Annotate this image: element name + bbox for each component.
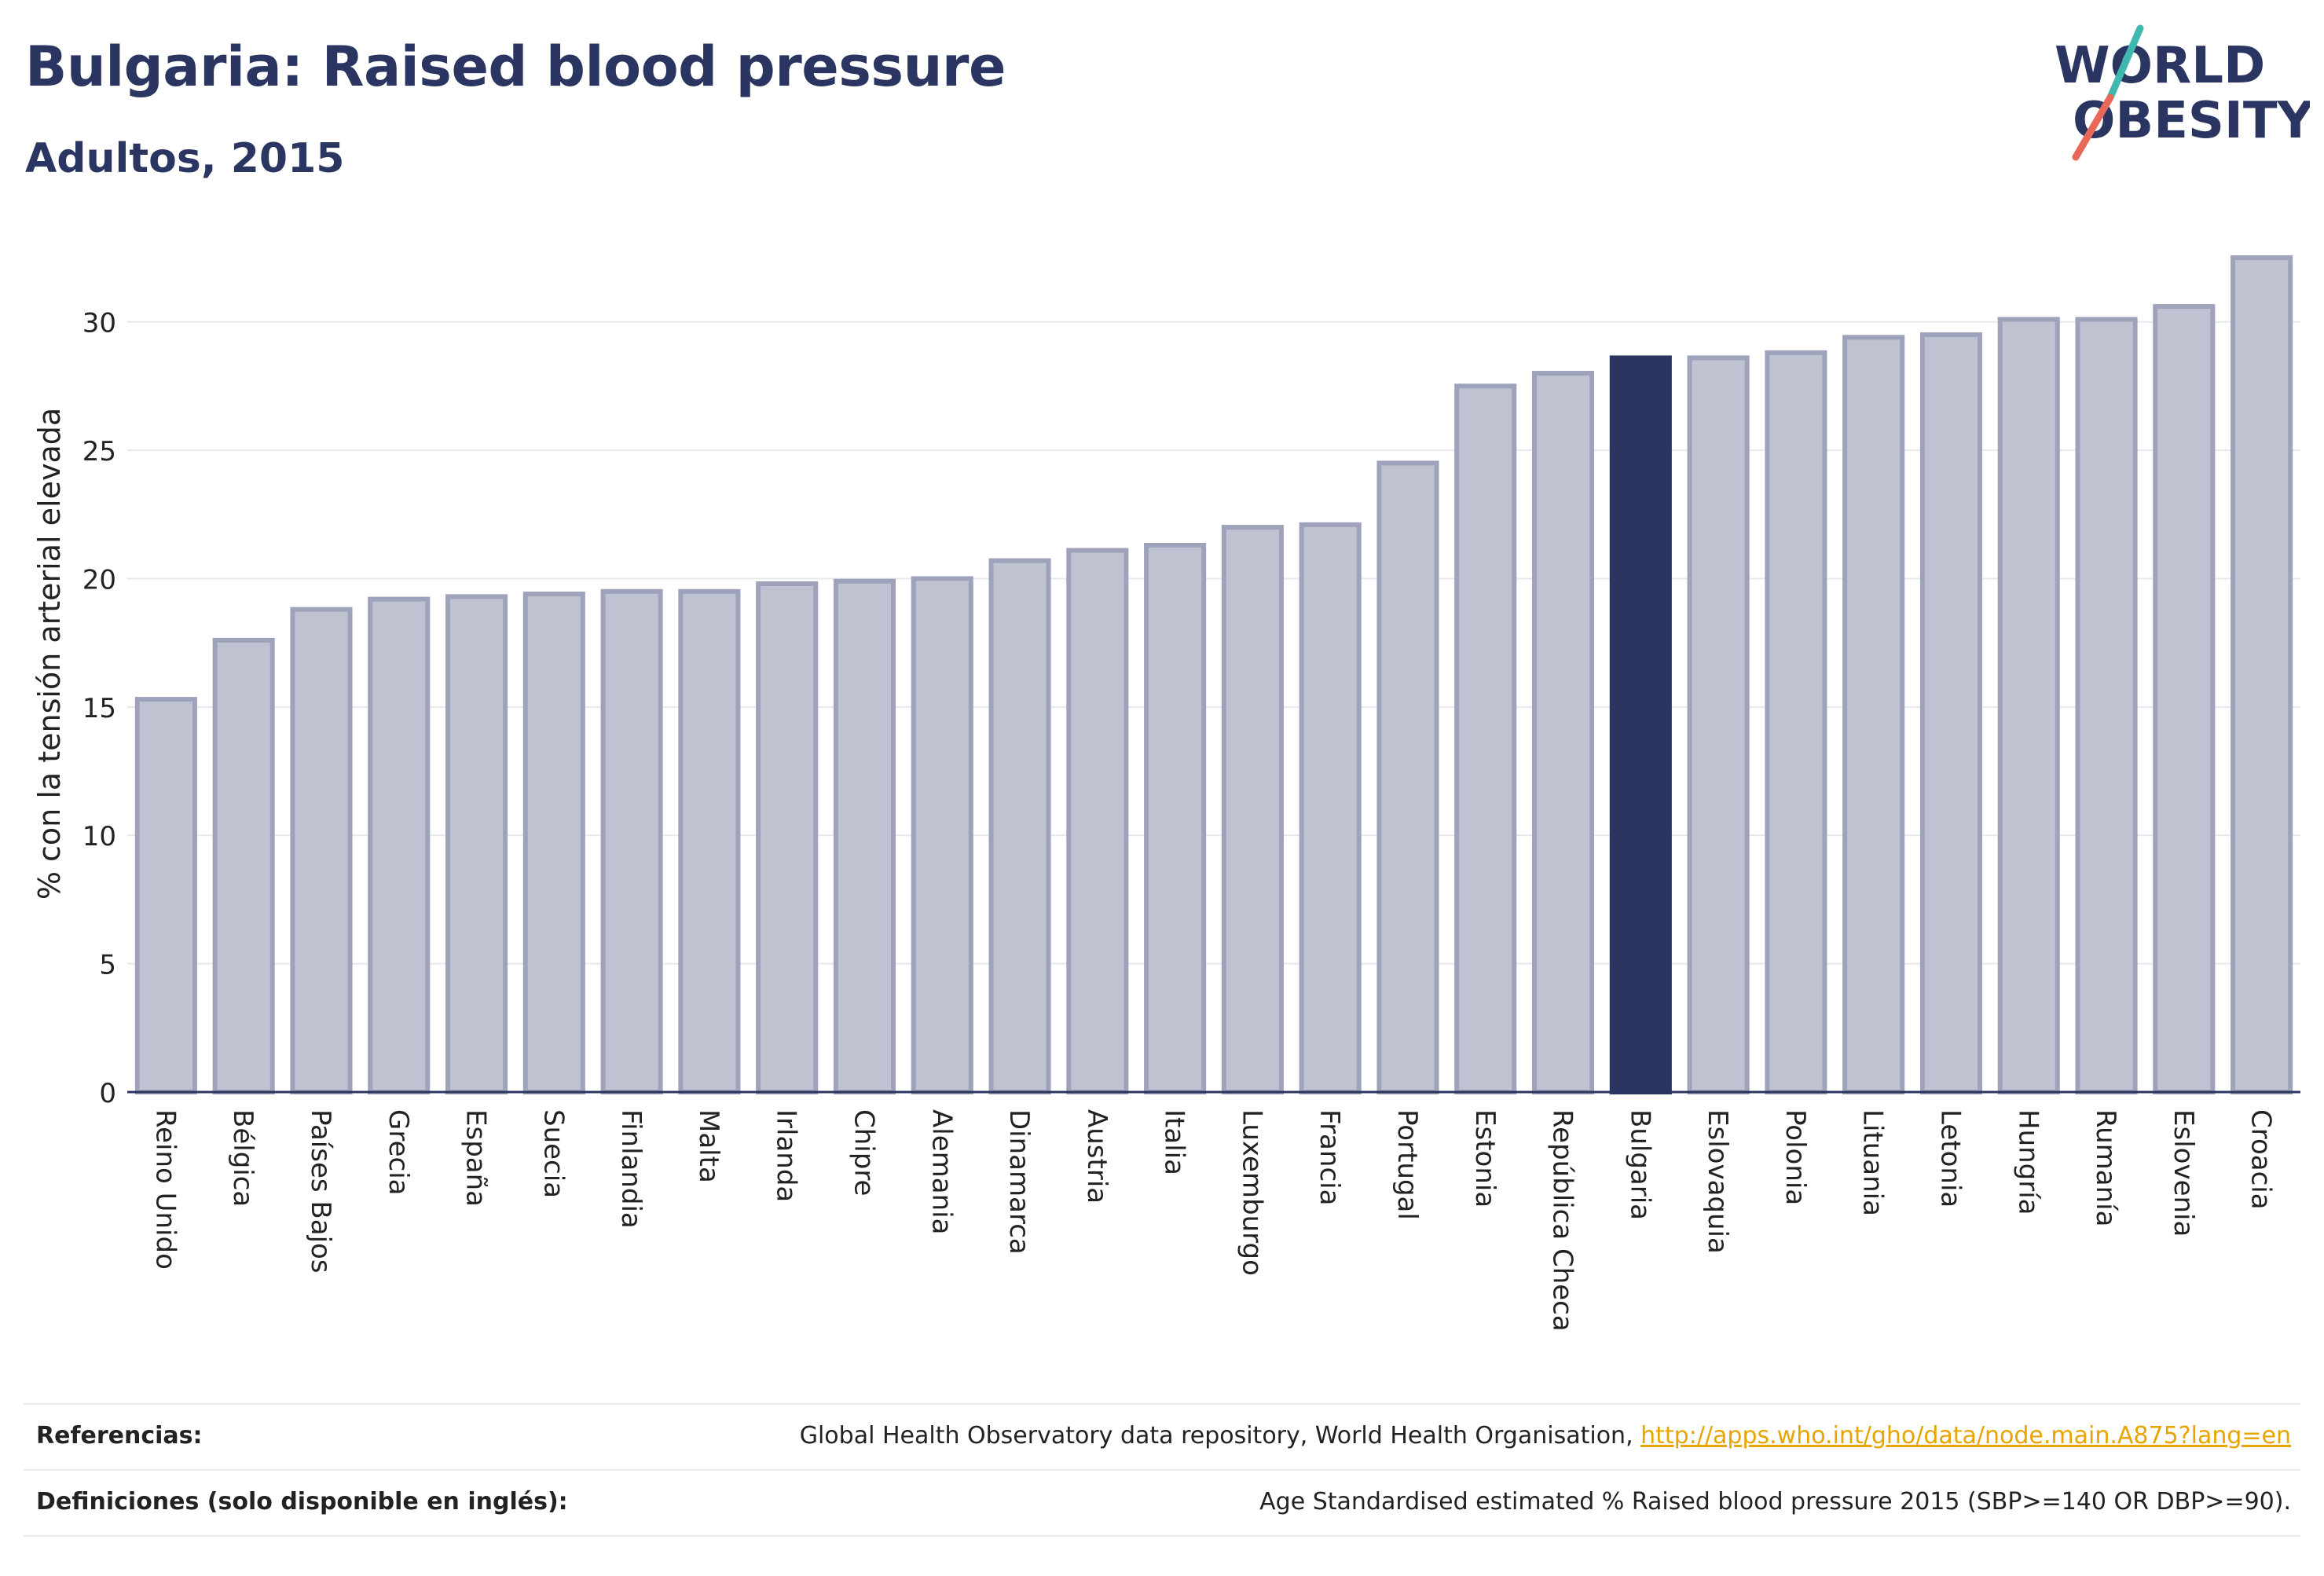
- x-tick-label: Dinamarca: [1003, 1109, 1035, 1255]
- definitions-label: Definiciones (solo disponible en inglés)…: [36, 1488, 568, 1516]
- y-tick-label: 10: [82, 821, 116, 852]
- bar-eslovenia[interactable]: [2153, 304, 2216, 1094]
- y-tick-label: 5: [99, 950, 116, 981]
- x-tick-label: Chipre: [848, 1109, 879, 1196]
- y-tick-label: 20: [82, 564, 116, 596]
- x-tick-label: Francia: [1314, 1109, 1345, 1205]
- y-tick-label: 30: [82, 308, 116, 339]
- x-tick-label: Suecia: [537, 1109, 569, 1198]
- bar-bélgica[interactable]: [212, 637, 275, 1094]
- x-tick-label: Reino Unido: [149, 1109, 181, 1270]
- logo-slash-bottom: [2072, 93, 2114, 161]
- bar-finlandia[interactable]: [600, 588, 663, 1094]
- x-tick-label: España: [460, 1109, 492, 1207]
- logo-slash-top: [2106, 24, 2144, 101]
- definitions-row: Definiciones (solo disponible en inglés)…: [24, 1471, 2300, 1535]
- definitions-value: Age Standardised estimated % Raised bloo…: [1259, 1488, 2291, 1516]
- x-tick-label: Malta: [693, 1109, 724, 1183]
- bar-polonia[interactable]: [1765, 350, 1827, 1094]
- bar-malta[interactable]: [678, 588, 741, 1094]
- bar-austria[interactable]: [1066, 548, 1129, 1094]
- x-tick-label: Finlandia: [615, 1109, 647, 1229]
- bar-república-checa[interactable]: [1531, 371, 1595, 1094]
- x-tick-label: Grecia: [383, 1109, 414, 1195]
- y-tick-label: 25: [82, 436, 116, 467]
- references-label: Referencias:: [36, 1422, 203, 1450]
- bar-hungría[interactable]: [1997, 317, 2060, 1094]
- bar-chipre[interactable]: [833, 578, 896, 1094]
- x-tick-label: Portugal: [1391, 1109, 1423, 1220]
- bars: [134, 255, 2293, 1094]
- x-tick-label: Irlanda: [771, 1109, 802, 1202]
- x-tick-label: Eslovenia: [2168, 1109, 2199, 1237]
- bar-italia[interactable]: [1144, 542, 1207, 1094]
- bar-dinamarca[interactable]: [988, 558, 1051, 1094]
- x-tick-label: Rumanía: [2090, 1109, 2121, 1226]
- bar-bulgaria[interactable]: [1609, 355, 1672, 1094]
- bar-españa[interactable]: [445, 594, 508, 1094]
- bar-rumanía[interactable]: [2075, 317, 2138, 1094]
- world-obesity-logo: WORLD OBESITY: [2055, 24, 2310, 161]
- bar-grecia[interactable]: [368, 596, 431, 1094]
- x-tick-label: Austria: [1081, 1109, 1113, 1204]
- x-tick-label: Países Bajos: [305, 1109, 336, 1274]
- x-tick-label: Bélgica: [227, 1109, 258, 1207]
- footer-rule-top: [24, 1403, 2300, 1405]
- bar-letonia[interactable]: [1919, 332, 1983, 1094]
- x-tick-labels: Reino Unido Bélgica Países Bajos Grecia Espa…: [149, 1109, 2276, 1332]
- bar-croacia[interactable]: [2231, 255, 2293, 1094]
- bar-estonia[interactable]: [1454, 383, 1517, 1094]
- bar-irlanda[interactable]: [756, 581, 819, 1094]
- y-tick-label: 15: [82, 693, 116, 724]
- logo-line2: OBESITY: [2073, 92, 2310, 150]
- bar-países-bajos[interactable]: [290, 607, 353, 1094]
- x-tick-label: Lituania: [1857, 1109, 1889, 1216]
- x-tick-label: Letonia: [1934, 1109, 1966, 1208]
- chart-subtitle: Adultos, 2015: [25, 135, 345, 182]
- x-tick-label: Bulgaria: [1624, 1109, 1655, 1220]
- x-tick-label: República Checa: [1547, 1109, 1578, 1332]
- bar-luxemburgo[interactable]: [1221, 525, 1284, 1094]
- bar-reino-unido[interactable]: [134, 697, 197, 1094]
- chart-title: Bulgaria: Raised blood pressure: [25, 35, 1006, 99]
- bar-suecia[interactable]: [522, 592, 585, 1094]
- references-row: Referencias: Global Health Observatory d…: [24, 1405, 2300, 1469]
- x-tick-label: Eslovaquia: [1702, 1109, 1733, 1254]
- y-tick-label: 0: [99, 1078, 116, 1109]
- bar-francia[interactable]: [1299, 522, 1362, 1094]
- bar-alemania[interactable]: [911, 576, 973, 1094]
- bar-lituania[interactable]: [1842, 335, 1905, 1094]
- x-tick-label: Italia: [1159, 1109, 1190, 1175]
- x-tick-label: Polonia: [1780, 1109, 1811, 1205]
- footer-rule-bottom: [24, 1535, 2300, 1537]
- logo-line1: WORLD: [2055, 37, 2265, 95]
- bar-eslovaquia[interactable]: [1687, 355, 1750, 1094]
- x-tick-label: Croacia: [2245, 1109, 2277, 1210]
- bar-portugal[interactable]: [1376, 460, 1439, 1094]
- y-axis-label: % con la tensión arterial elevada: [32, 408, 67, 900]
- references-value: Global Health Observatory data repositor…: [800, 1422, 2291, 1450]
- x-tick-label: Hungría: [2012, 1109, 2044, 1215]
- references-link[interactable]: http://apps.who.int/gho/data/node.main.A…: [1640, 1422, 2291, 1450]
- references-text: Global Health Observatory data repositor…: [799, 1422, 1641, 1450]
- x-tick-label: Luxemburgo: [1236, 1109, 1267, 1276]
- x-tick-label: Estonia: [1469, 1109, 1501, 1208]
- footer-rule-middle: [24, 1469, 2300, 1471]
- x-tick-label: Alemania: [926, 1109, 957, 1234]
- y-tick-labels: 0 5 10 15 20 25 30: [82, 308, 116, 1109]
- bar-chart: 0 5 10 15 20 25 30 Reino Unido Bélgica Países Ba…: [32, 255, 2300, 1332]
